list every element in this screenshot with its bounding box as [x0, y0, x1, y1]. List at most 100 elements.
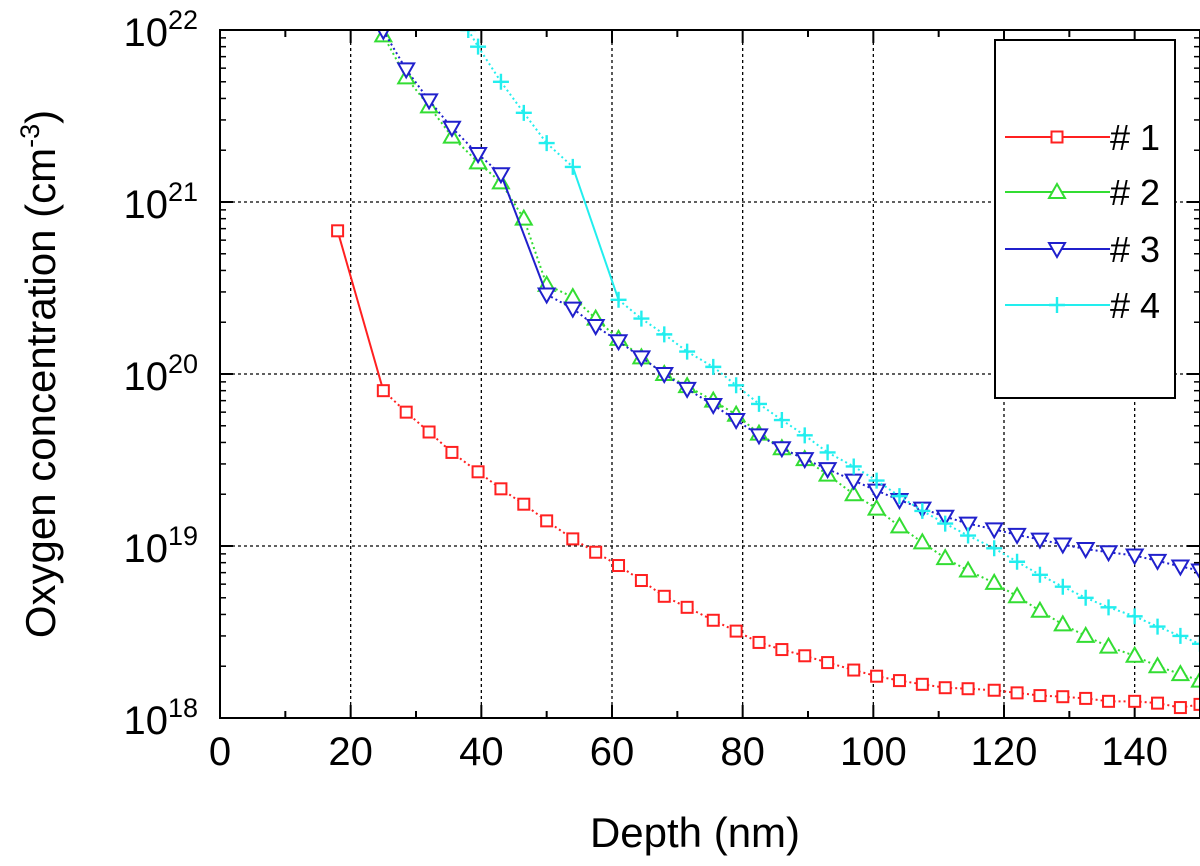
- x-tick-label: 80: [720, 730, 765, 774]
- series-3-point: [677, 381, 697, 399]
- series-3-point: [772, 441, 792, 459]
- series-3-segment: [428, 99, 453, 129]
- series-4-segment: [477, 46, 502, 83]
- series-3-point: [654, 367, 674, 385]
- series-3-point: [1147, 553, 1168, 571]
- series-2-point: [958, 560, 978, 578]
- series-1-point: [634, 574, 648, 588]
- series-1-point: [399, 405, 413, 419]
- series-4-segment: [1157, 625, 1181, 637]
- series-3-point: [1053, 537, 1073, 555]
- series-1-point: [1056, 690, 1070, 704]
- series-1-segment: [804, 654, 828, 664]
- series-2-point: [1190, 670, 1200, 688]
- series-1-point: [494, 482, 508, 496]
- x-tick-label: 40: [459, 730, 504, 774]
- series-4-point: [819, 444, 836, 461]
- series-4-point: [845, 458, 862, 475]
- series-3-point: [726, 413, 746, 431]
- series-4-point: [868, 472, 885, 489]
- series-1-point: [589, 545, 603, 559]
- series-4-segment: [1039, 573, 1064, 588]
- series-2-point: [1075, 625, 1096, 643]
- series-1-point: [517, 497, 531, 511]
- x-axis-title: Depth (nm): [590, 809, 800, 856]
- series-1-segment: [1085, 697, 1109, 703]
- series-1-point: [331, 224, 345, 238]
- legend-box: [994, 39, 1176, 399]
- series-4-segment: [1016, 560, 1041, 576]
- series-4: [460, 30, 1200, 652]
- series-1-point: [870, 669, 884, 683]
- series-4-segment: [921, 510, 946, 525]
- series-2-point: [1098, 636, 1119, 654]
- legend-label: # 1: [1110, 117, 1160, 158]
- series-4-segment: [571, 166, 620, 301]
- series-1-point: [680, 600, 694, 614]
- series-3-point: [1098, 545, 1119, 563]
- series-2-point: [889, 516, 910, 534]
- series-1-point: [566, 532, 580, 546]
- series-1-segment: [853, 669, 877, 678]
- series-1-segment: [899, 679, 923, 686]
- series-1-point: [961, 682, 975, 696]
- series-2-point: [1147, 656, 1168, 674]
- series-4-point: [937, 515, 954, 532]
- series-1-point: [1173, 701, 1187, 715]
- y-axis-title-superscript: -3: [15, 124, 45, 148]
- series-4-segment: [944, 522, 969, 537]
- series-4-segment: [545, 142, 574, 168]
- y-tick-base: 10: [123, 355, 168, 399]
- series-4-point: [728, 377, 745, 394]
- series-1-point: [847, 663, 861, 677]
- series-1-point: [1151, 696, 1165, 710]
- series-1-segment: [1134, 700, 1158, 705]
- series-1-point: [471, 465, 485, 479]
- legend-marker: [1050, 130, 1064, 144]
- series-1-segment: [1016, 691, 1041, 697]
- series-1-segment: [336, 230, 385, 391]
- x-tick-label: 140: [1101, 730, 1168, 774]
- series-2-point: [1053, 614, 1073, 632]
- series-2-point: [866, 498, 887, 516]
- series-3-point: [1075, 542, 1096, 560]
- series-3-point: [1007, 527, 1027, 545]
- series-1-point: [1010, 686, 1024, 700]
- series-4-segment: [523, 112, 548, 144]
- series-4-point: [538, 135, 555, 152]
- y-tick-base: 10: [123, 11, 168, 55]
- series-4-point: [1172, 627, 1189, 644]
- legend-marker: [1047, 242, 1067, 260]
- series-3-point: [396, 62, 416, 80]
- series-1-segment: [922, 683, 946, 689]
- x-tick-labels: 0 20 40 60 80 100 120 140: [209, 730, 1168, 774]
- series-1-segment: [758, 641, 783, 651]
- series-4-point: [460, 30, 477, 38]
- series-4-point: [1009, 553, 1026, 570]
- series-3-point: [419, 93, 439, 111]
- series-2-point: [1030, 600, 1050, 618]
- series-4-point: [1077, 589, 1094, 606]
- series-3-point: [563, 301, 583, 319]
- series-1-segment: [1157, 702, 1181, 709]
- legend-item-3: # 3: [1005, 229, 1160, 270]
- series-3-segment: [1134, 554, 1158, 562]
- plot-frame: [219, 29, 1200, 719]
- series-4-point: [470, 38, 487, 55]
- series-3-point: [608, 334, 629, 352]
- y-tick-exponent: 20: [168, 349, 198, 379]
- series-1-segment: [876, 675, 900, 682]
- series-4-point: [1100, 599, 1117, 616]
- y-tick-base: 10: [123, 183, 168, 227]
- series-1-point: [612, 559, 626, 573]
- series-4-point: [1054, 578, 1071, 595]
- series-3-point: [631, 350, 652, 368]
- series-4-point: [773, 412, 790, 429]
- series-3-point: [1030, 532, 1050, 550]
- legend-label: # 3: [1110, 229, 1160, 270]
- series-1-point: [706, 613, 720, 627]
- legend-item-4: # 4: [1005, 285, 1160, 326]
- series-1-segment: [1039, 694, 1063, 698]
- legend: # 1 # 2 # 3 # 4: [994, 39, 1176, 399]
